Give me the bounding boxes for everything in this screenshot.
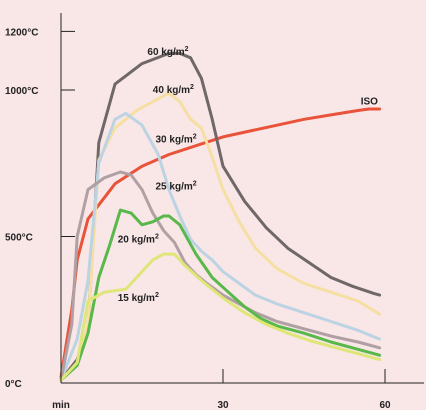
y-tick-label: 0°C	[5, 379, 22, 390]
series-line-15-kg-m	[59, 252, 382, 382]
annotation-layer: 60 kg/m2 40 kg/m2 30 kg/m2 25 kg/m2 20 kg/m2…	[118, 46, 378, 304]
series-label-15-kg-m2: 15 kg/m2	[118, 292, 159, 304]
y-tick-label: 1200°C	[5, 27, 38, 38]
x-tick-label: min	[52, 400, 70, 410]
series-label-60-kg-m2: 60 kg/m2	[147, 46, 188, 58]
series-line-20-kg-m	[59, 208, 382, 382]
series-label-20-kg-m2: 20 kg/m2	[118, 233, 159, 245]
series-line-30-kg-m	[59, 111, 382, 382]
series-label-30-kg-m2: 30 kg/m2	[156, 134, 197, 146]
series-layer	[59, 51, 382, 382]
y-tick-label: 1000°C	[5, 86, 38, 97]
x-tick-label: 60	[379, 400, 391, 410]
series-line-iso	[59, 107, 382, 379]
series-label-40-kg-m2: 40 kg/m2	[153, 84, 194, 96]
series-line-25-kg-m	[59, 170, 382, 382]
y-tick-label: 500°C	[5, 233, 33, 244]
series-line-60-kg-m	[59, 51, 382, 382]
series-label-25-kg-m2: 25 kg/m2	[156, 181, 197, 193]
axes	[60, 13, 424, 384]
x-tick-label: 30	[217, 400, 229, 410]
ticks-layer: 0°C 500°C 1000°C 1200°C min 30 60	[5, 27, 391, 410]
series-label-iso: ISO	[361, 97, 378, 108]
